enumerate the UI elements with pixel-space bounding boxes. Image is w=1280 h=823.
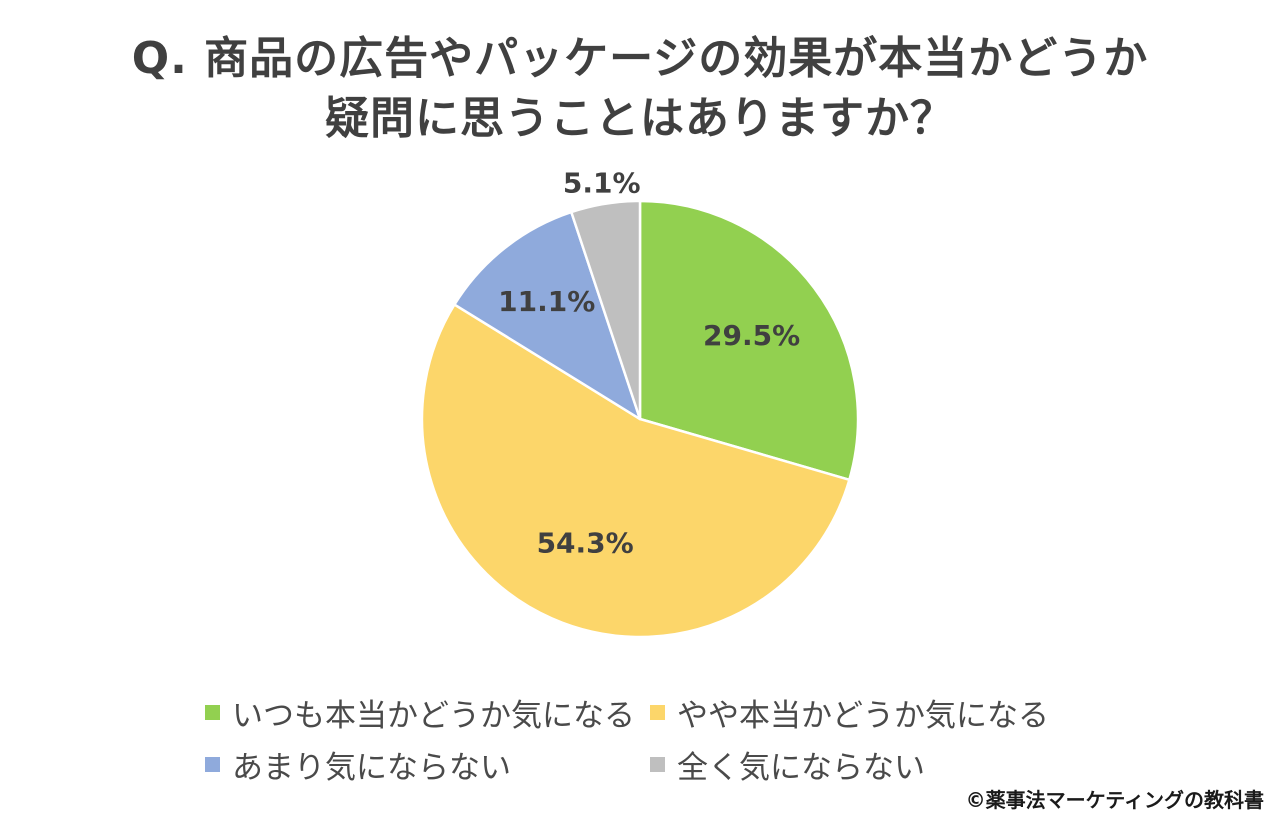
- data-label-somewhat: 54.3%: [537, 527, 634, 560]
- data-label-not-much: 11.1%: [498, 285, 595, 318]
- legend-item-not-at-all: 全く気にならない: [650, 742, 925, 787]
- copyright-credit: ©薬事法マーケティングの教科書: [965, 788, 1264, 812]
- legend-item-always: いつも本当かどうか気になる: [205, 690, 635, 735]
- legend-swatch-somewhat: [650, 705, 665, 720]
- chart-title-line-2: 疑問に思うことはありますか？: [325, 93, 955, 144]
- pie-slice-not-at-all: [570, 199, 642, 421]
- legend-label-not-much: あまり気にならない: [232, 750, 511, 786]
- legend-swatch-not-at-all: [650, 757, 665, 772]
- legend-label-not-at-all: 全く気にならない: [677, 750, 925, 786]
- pie-slice-not-much: [453, 210, 642, 421]
- data-label-not-at-all: 5.1%: [563, 166, 641, 199]
- legend-label-always: いつも本当かどうか気になる: [232, 698, 635, 734]
- legend-item-somewhat: やや本当かどうか気になる: [650, 690, 1049, 735]
- data-label-always: 29.5%: [703, 319, 800, 352]
- pie-slices: [420, 199, 860, 639]
- pie-slice-always: [638, 199, 860, 482]
- legend-swatch-always: [205, 705, 220, 720]
- legend-item-not-much: あまり気にならない: [205, 742, 511, 787]
- chart-title-line-1: Q. 商品の広告やパッケージの効果が本当かどうか: [131, 33, 1149, 84]
- legend-swatch-not-much: [205, 757, 220, 772]
- legend-label-somewhat: やや本当かどうか気になる: [677, 698, 1049, 734]
- pie-slice-somewhat: [420, 303, 851, 639]
- pie-data-labels: 29.5% 54.3% 11.1% 5.1%: [498, 166, 800, 559]
